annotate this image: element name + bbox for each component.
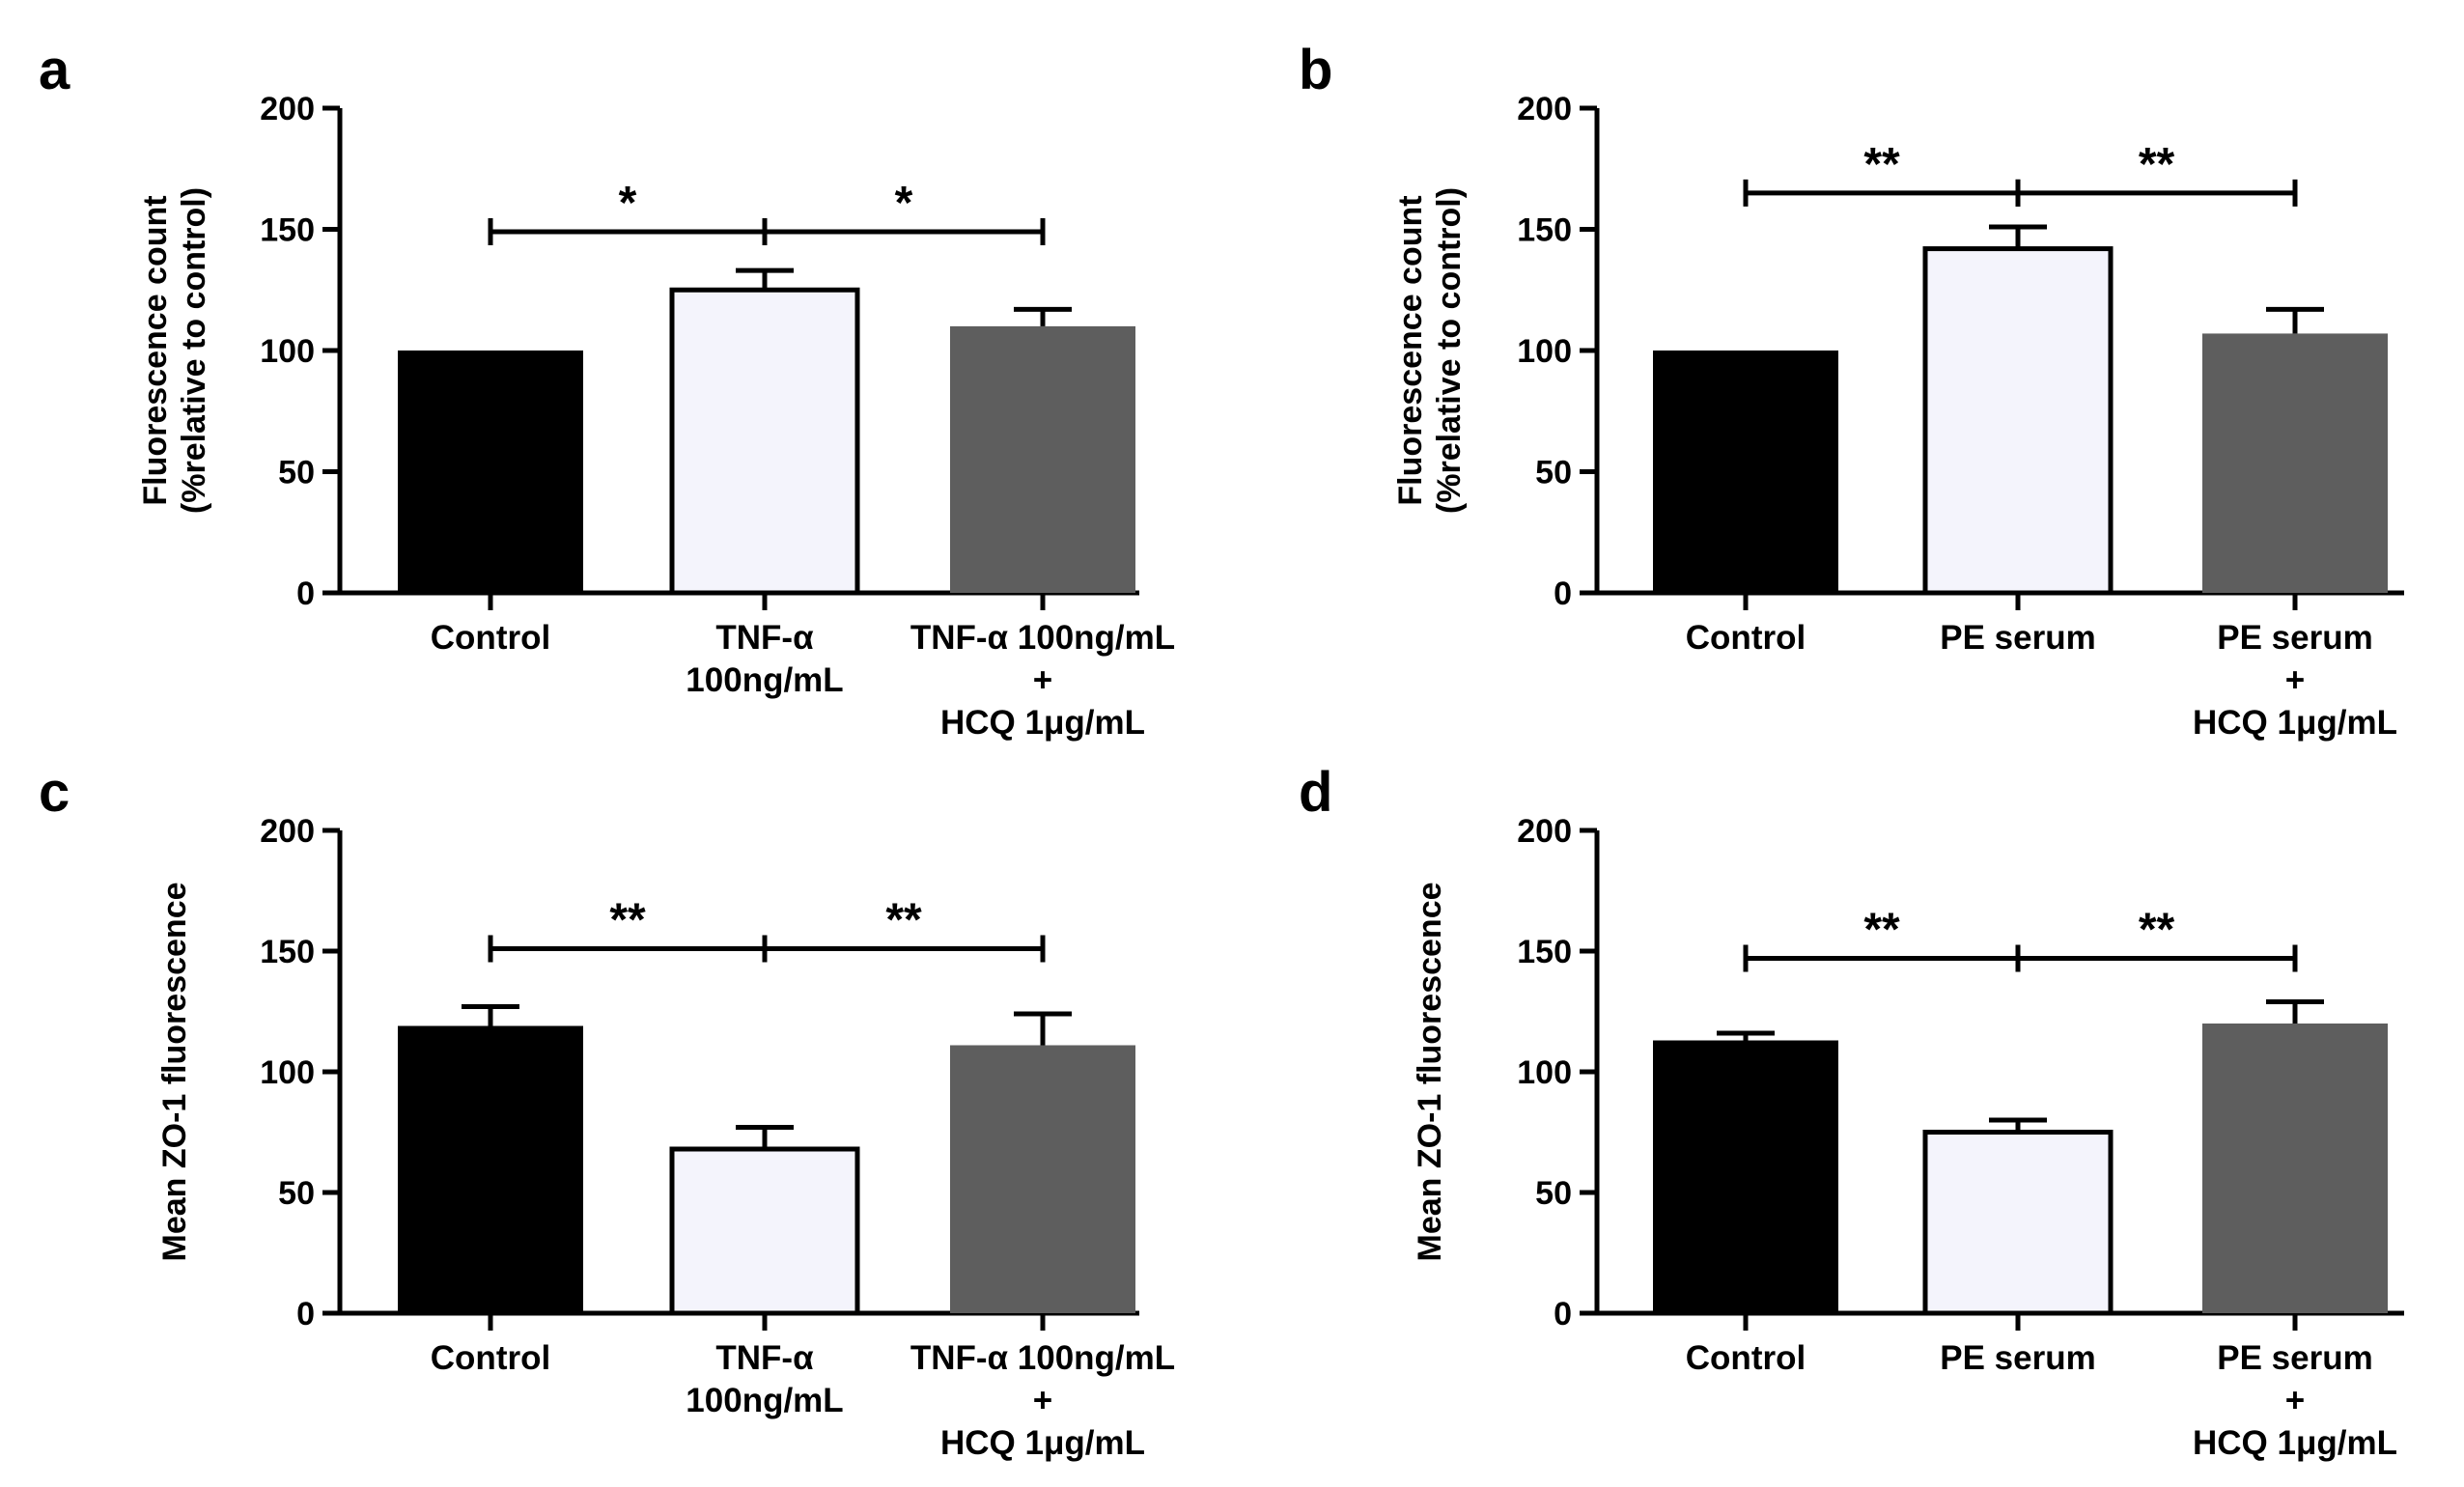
y-axis-title-line: (%relative to control) — [176, 187, 212, 514]
y-tick-label: 100 — [1517, 1054, 1572, 1091]
y-tick-label: 50 — [278, 455, 315, 491]
y-tick-label: 100 — [260, 333, 315, 370]
significance-label: ** — [1863, 139, 1900, 190]
panel-letter: c — [39, 761, 70, 824]
significance-label: ** — [885, 895, 922, 946]
x-tick-label: TNF-α — [715, 1339, 814, 1377]
x-tick-label: + — [2285, 1382, 2305, 1419]
x-tick-label: + — [1033, 1382, 1052, 1419]
y-axis-title-line: (%relative to control) — [1431, 187, 1468, 514]
significance-label: * — [895, 178, 913, 229]
x-tick-label: PE serum — [2217, 1339, 2372, 1377]
y-tick-label: 0 — [1554, 1296, 1572, 1333]
y-tick-label: 50 — [278, 1175, 315, 1212]
y-tick-label: 50 — [1535, 455, 1572, 491]
significance-label: ** — [1863, 905, 1900, 956]
y-tick-label: 200 — [1517, 813, 1572, 850]
bar — [950, 1045, 1135, 1313]
y-axis-title-line: Mean ZO-1 fluorescence — [1412, 882, 1448, 1261]
y-tick-label: 200 — [1517, 91, 1572, 127]
bar — [669, 1146, 860, 1316]
y-tick-label: 200 — [260, 91, 315, 127]
x-tick-label: + — [2285, 661, 2305, 699]
panel-letter: d — [1299, 761, 1332, 824]
y-axis-title: Fluorescence count (%relative to control) — [137, 187, 212, 514]
bar — [2202, 333, 2388, 593]
x-tick-label: PE serum — [2217, 619, 2372, 657]
panel-letter: a — [39, 39, 70, 101]
x-tick-label: Control — [1686, 619, 1806, 657]
significance-label: ** — [2139, 905, 2175, 956]
x-tick-label: Control — [431, 1339, 550, 1377]
bar — [2202, 1024, 2388, 1313]
y-tick-label: 100 — [1517, 333, 1572, 370]
x-tick-label: HCQ 1μg/mL — [940, 704, 1145, 742]
y-axis-title: Fluorescence count (%relative to control) — [1392, 187, 1468, 514]
bar — [1653, 1040, 1838, 1313]
y-axis-title-line: Fluorescence count — [137, 195, 174, 505]
chart-panel-b: b 0 50 100 150 200 Fluorescence count (%relativ… — [1299, 39, 2404, 742]
bar — [950, 325, 1135, 593]
y-axis-title-line: Fluorescence count — [1392, 195, 1429, 505]
y-tick-label: 0 — [1554, 575, 1572, 612]
y-axis-title-line: Mean ZO-1 fluorescence — [156, 882, 193, 1261]
x-tick-label: HCQ 1μg/mL — [2193, 1424, 2397, 1462]
x-tick-label: HCQ 1μg/mL — [940, 1424, 1145, 1462]
x-tick-label: TNF-α 100ng/mL — [910, 1339, 1175, 1377]
y-tick-label: 50 — [1535, 1175, 1572, 1212]
bar — [1922, 246, 2114, 596]
y-tick-label: 150 — [260, 934, 315, 970]
significance-label: * — [619, 178, 637, 229]
x-tick-label: PE serum — [1940, 619, 2095, 657]
x-tick-label: + — [1033, 661, 1052, 699]
y-axis-title: Mean ZO-1 fluorescence — [1412, 882, 1448, 1261]
y-tick-label: 150 — [1517, 934, 1572, 970]
significance-label: ** — [2139, 139, 2175, 190]
y-tick-label: 150 — [1517, 212, 1572, 249]
x-tick-label: Control — [431, 619, 550, 657]
chart-panel-a: a 0 50 100 150 200 Fluorescence count (%relativ… — [39, 39, 1175, 742]
y-tick-label: 200 — [260, 813, 315, 850]
x-tick-label: TNF-α — [715, 619, 814, 657]
y-tick-label: 0 — [296, 575, 315, 612]
bar — [1922, 1130, 2114, 1316]
chart-panel-d: d 0 50 100 150 200 Mean ZO-1 fluorescence Contr… — [1299, 761, 2404, 1462]
significance-label: ** — [609, 895, 646, 946]
x-tick-label: HCQ 1μg/mL — [2193, 704, 2397, 742]
x-tick-label: PE serum — [1940, 1339, 2095, 1377]
bar — [398, 1025, 583, 1313]
y-tick-label: 0 — [296, 1296, 315, 1333]
x-tick-label: 100ng/mL — [686, 661, 843, 699]
bar — [1653, 351, 1838, 593]
chart-panel-c: c 0 50 100 150 200 Mean ZO-1 fluorescence Contr… — [39, 761, 1175, 1462]
bar — [669, 287, 860, 596]
y-tick-label: 100 — [260, 1054, 315, 1091]
y-axis-title: Mean ZO-1 fluorescence — [156, 882, 193, 1261]
x-tick-label: TNF-α 100ng/mL — [910, 619, 1175, 657]
panel-letter: b — [1299, 39, 1332, 101]
x-tick-label: 100ng/mL — [686, 1382, 843, 1419]
bar — [398, 351, 583, 593]
x-tick-label: Control — [1686, 1339, 1806, 1377]
y-tick-label: 150 — [260, 212, 315, 249]
